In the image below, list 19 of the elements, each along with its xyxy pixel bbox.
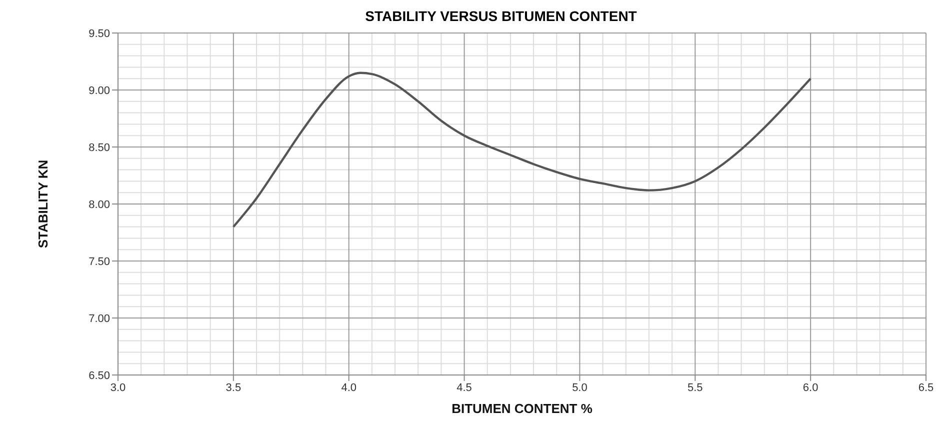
y-tick-label: 7.00: [88, 312, 110, 325]
y-axis-title: STABILITY KN: [36, 160, 51, 248]
x-tick-label: 4.0: [341, 382, 357, 394]
y-tick-label: 6.50: [88, 370, 110, 382]
y-tick-label: 8.50: [88, 142, 110, 154]
y-tick-label: 7.50: [88, 256, 110, 268]
x-tick-label: 6.5: [918, 382, 934, 394]
x-axis-title: BITUMEN CONTENT %: [452, 401, 593, 416]
x-tick-label: 3.5: [226, 382, 242, 394]
y-tick-label: 9.00: [88, 84, 110, 97]
y-tick-label: 9.50: [88, 28, 110, 40]
x-tick-label: 6.0: [802, 382, 818, 394]
y-tick-label: 8.00: [88, 198, 110, 211]
line-series: [232, 72, 812, 228]
x-tick-label: 5.0: [572, 382, 588, 394]
x-tick-label: 5.5: [687, 382, 703, 394]
chart-title: STABILITY VERSUS BITUMEN CONTENT: [364, 8, 638, 26]
x-tick-label: 3.0: [110, 382, 126, 394]
x-tick-label: 4.5: [456, 382, 472, 394]
